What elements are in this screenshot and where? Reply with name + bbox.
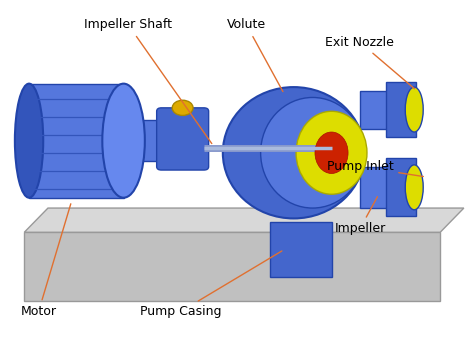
Text: Pump Inlet: Pump Inlet bbox=[327, 160, 423, 177]
FancyBboxPatch shape bbox=[124, 120, 161, 161]
Text: Exit Nozzle: Exit Nozzle bbox=[326, 36, 414, 89]
Ellipse shape bbox=[15, 84, 43, 198]
FancyBboxPatch shape bbox=[360, 91, 402, 129]
Polygon shape bbox=[24, 208, 464, 232]
Text: Motor: Motor bbox=[20, 204, 71, 318]
FancyBboxPatch shape bbox=[360, 167, 402, 208]
FancyBboxPatch shape bbox=[270, 222, 331, 277]
Ellipse shape bbox=[405, 165, 423, 210]
Ellipse shape bbox=[405, 87, 423, 132]
Ellipse shape bbox=[315, 132, 348, 174]
FancyBboxPatch shape bbox=[29, 84, 124, 198]
Ellipse shape bbox=[296, 111, 367, 194]
FancyBboxPatch shape bbox=[386, 82, 416, 137]
Text: Impeller Shaft: Impeller Shaft bbox=[84, 18, 212, 144]
FancyBboxPatch shape bbox=[156, 108, 209, 170]
Ellipse shape bbox=[223, 87, 365, 218]
Ellipse shape bbox=[261, 98, 365, 208]
FancyBboxPatch shape bbox=[386, 158, 416, 217]
Text: Impeller: Impeller bbox=[334, 197, 385, 235]
Text: Pump Casing: Pump Casing bbox=[139, 251, 282, 318]
Circle shape bbox=[172, 100, 193, 116]
Text: Volute: Volute bbox=[227, 18, 283, 92]
Ellipse shape bbox=[102, 84, 145, 198]
FancyBboxPatch shape bbox=[24, 232, 440, 302]
